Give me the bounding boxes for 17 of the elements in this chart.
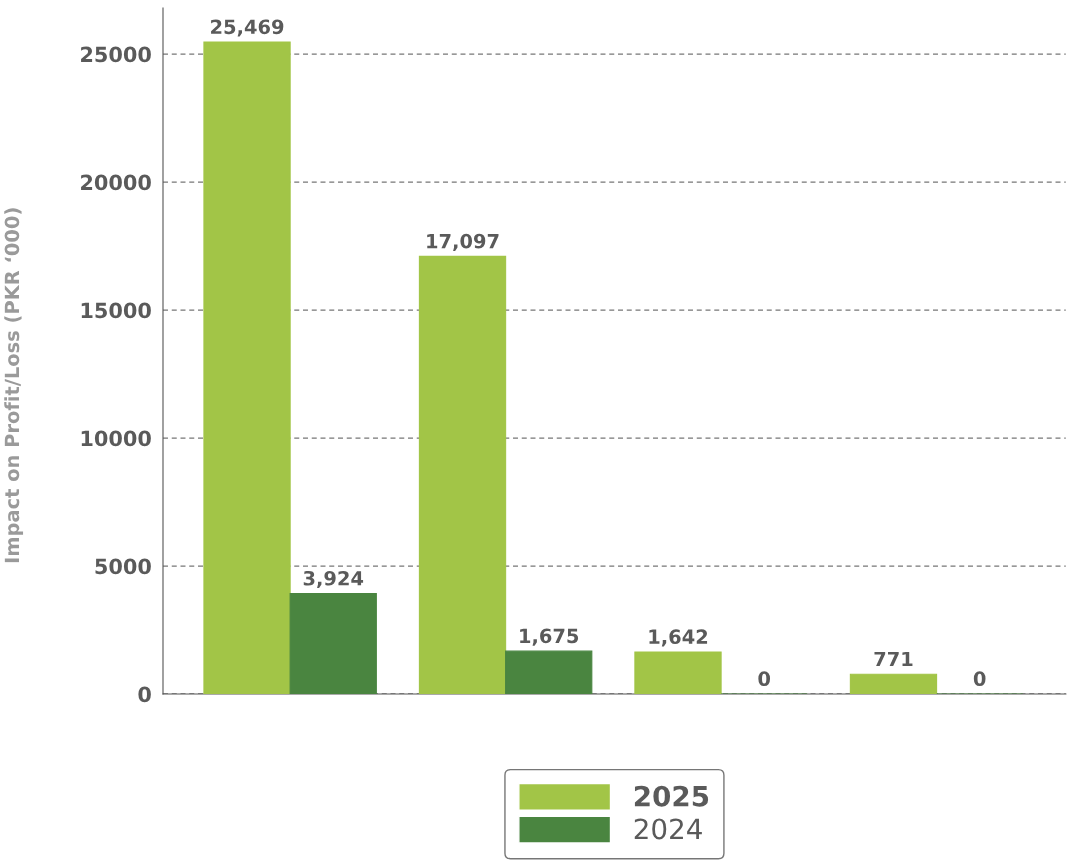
y-axis-title: Impact on Profit/Loss (PKR ‘000)	[4, 208, 24, 563]
y-tick-label: 15000	[81, 302, 151, 319]
legend-label: 2024	[634, 818, 702, 840]
y-tick-label: 10000	[81, 430, 151, 447]
y-tick-label: 25000	[81, 46, 151, 63]
data-label: 771	[874, 651, 913, 667]
data-label: 1,642	[649, 629, 708, 647]
data-label: 3,924	[303, 570, 364, 589]
data-label: 25,469	[211, 19, 284, 37]
data-label: 0	[758, 671, 771, 687]
legend-label: 2025	[634, 785, 709, 807]
data-label: 0	[973, 671, 986, 687]
y-tick-label: 0	[138, 686, 151, 703]
data-label: 17,097	[427, 233, 499, 251]
y-tick-label: 5000	[95, 558, 151, 575]
y-tick-label: 20000	[81, 174, 151, 191]
data-label: 1,675	[520, 628, 579, 646]
